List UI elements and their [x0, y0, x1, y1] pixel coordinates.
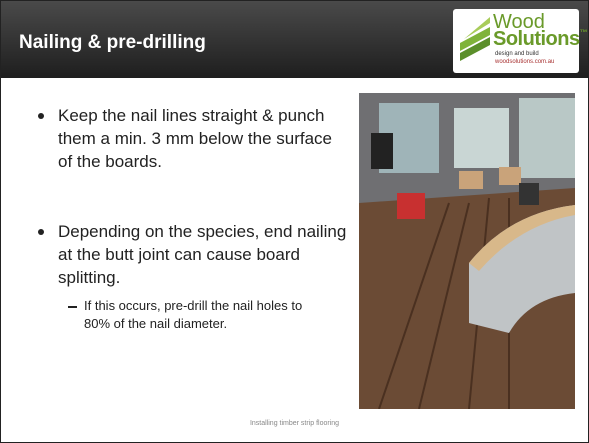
logo-tagline: design and build: [495, 51, 539, 57]
slide-title: Nailing & pre-drilling: [19, 32, 206, 54]
sub-bullet-marker: [68, 306, 77, 308]
logo-mark: [456, 13, 494, 69]
bullet-marker: [38, 229, 44, 235]
photo: [359, 93, 575, 409]
header-bar: Nailing & pre-drilling Wood Solutions™ d…: [1, 1, 588, 78]
bullet-text: Keep the nail lines straight & punch the…: [58, 106, 332, 171]
bullet: Keep the nail lines straight & punch the…: [58, 104, 348, 173]
logo-url: woodsolutions.com.au: [495, 59, 554, 65]
sub-bullet: If this occurs, pre-drill the nail holes…: [84, 297, 314, 333]
logo-brand-bottom: Solutions™: [493, 28, 587, 51]
logo-trademark: ™: [580, 28, 588, 37]
bullet-text: Depending on the species, end nailing at…: [58, 222, 346, 287]
logo: Wood Solutions™ design and build woodsol…: [453, 9, 579, 73]
bullet: Depending on the species, end nailing at…: [58, 220, 348, 289]
bullet-marker: [38, 113, 44, 119]
sub-bullet-text: If this occurs, pre-drill the nail holes…: [84, 298, 302, 331]
logo-brand-word: Solutions: [493, 28, 580, 50]
slide: Nailing & pre-drilling Wood Solutions™ d…: [0, 0, 589, 443]
footer: Installing timber strip flooring: [1, 420, 588, 427]
